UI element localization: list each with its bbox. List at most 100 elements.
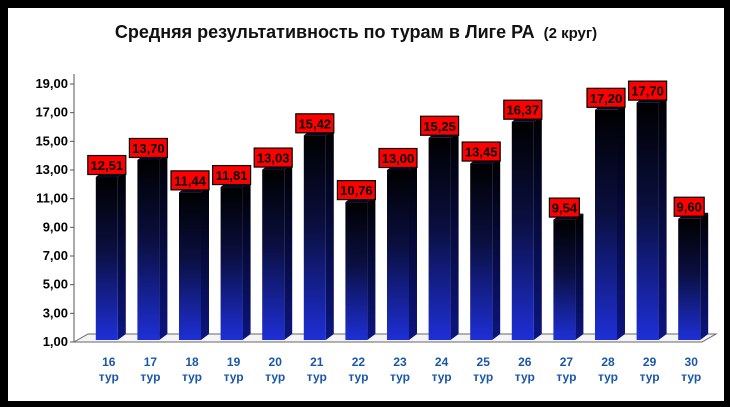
data-label-text: 13,45: [465, 145, 498, 160]
bar-front: [303, 135, 326, 340]
y-tick-label: 3,00: [43, 305, 68, 320]
data-label-box: [378, 147, 418, 169]
y-tick-label: 17,00: [35, 105, 68, 120]
bar-front: [179, 192, 201, 340]
x-tick-label: 16: [102, 355, 116, 369]
x-tick-label: 25: [477, 355, 491, 369]
chart-title: Средняя результативность по турам в Лиге…: [115, 22, 597, 42]
bar: [387, 164, 417, 340]
data-label-text: 13,00: [382, 151, 415, 166]
data-label-text: 13,70: [132, 141, 165, 156]
y-tick-label: 19,00: [35, 76, 68, 91]
bar: [636, 96, 667, 340]
data-label: 15,42: [295, 113, 335, 134]
x-tick-label: 17: [144, 355, 158, 369]
y-tick-label: 13,00: [35, 162, 68, 177]
bar-side: [367, 196, 376, 340]
bar: [595, 103, 625, 340]
bar-side: [575, 213, 584, 340]
y-tick-label: 7,00: [43, 248, 68, 263]
x-tick-suffix: тур: [681, 370, 701, 384]
chart-title-main: Средняя результативность по турам в Лиге…: [115, 22, 535, 42]
bar-front: [137, 159, 160, 340]
bar-chart: Средняя результативность по турам в Лиге…: [35, 22, 718, 384]
bar-side: [533, 115, 542, 340]
x-tick-label: 22: [352, 355, 366, 369]
data-label-box: [170, 170, 210, 191]
bar-side: [242, 181, 251, 340]
data-label: 11,81: [212, 164, 252, 186]
data-label: 13,03: [253, 147, 293, 168]
bar-side: [325, 129, 334, 340]
y-tick-label: 15,00: [35, 133, 68, 148]
bar: [511, 115, 542, 341]
bar-front: [470, 163, 493, 340]
data-label: 12,51: [87, 154, 127, 176]
chart-panel: Средняя результативность по турам в Лиге…: [8, 8, 724, 401]
data-label: 13,00: [378, 147, 418, 169]
bar: [553, 213, 584, 340]
bar-side: [201, 186, 209, 340]
data-label: 9,54: [548, 197, 581, 218]
x-tick-label: 28: [601, 355, 615, 369]
bar: [428, 131, 459, 340]
x-tick-label: 21: [310, 355, 324, 369]
x-tick-suffix: тур: [307, 370, 327, 384]
data-label: 16,37: [503, 99, 543, 120]
bar: [678, 212, 709, 340]
x-tick-label: 30: [685, 355, 699, 369]
data-label-text: 16,37: [507, 103, 540, 118]
data-label: 13,70: [128, 137, 169, 159]
x-tick-label: 20: [269, 355, 283, 369]
data-label-box: [212, 164, 252, 186]
x-tick-suffix: тур: [556, 370, 576, 384]
data-label-box: [548, 197, 581, 218]
y-tick-label: 9,00: [43, 219, 68, 234]
data-label-box: [336, 180, 376, 201]
data-label-text: 11,44: [174, 173, 207, 188]
data-label-box: [673, 196, 705, 217]
bar-side: [409, 164, 417, 340]
bar-front: [95, 177, 118, 340]
bar-side: [284, 163, 293, 340]
bar-side: [700, 212, 709, 340]
data-label-box: [87, 154, 127, 176]
bar-front: [345, 202, 368, 340]
data-label-text: 10,76: [340, 183, 373, 198]
x-tick-suffix: тур: [432, 370, 452, 384]
data-label-text: 17,70: [631, 84, 664, 99]
data-label: 17,20: [586, 87, 626, 108]
x-axis-labels: 16тур17тур18тур19тур20тур21тур22тур23тур…: [99, 355, 701, 384]
data-label-box: [128, 137, 169, 159]
bar-side: [617, 103, 625, 340]
data-label-text: 17,20: [590, 91, 623, 106]
data-label-box: [627, 80, 668, 101]
bar-front: [428, 137, 451, 340]
data-label-box: [253, 147, 293, 168]
data-label-text: 9,54: [552, 201, 578, 216]
data-label: 10,76: [336, 180, 376, 201]
x-tick-suffix: тур: [515, 370, 535, 384]
y-tick-label: 11,00: [36, 191, 68, 206]
data-label-box: [586, 87, 626, 108]
data-label-box: [461, 141, 501, 162]
bar: [95, 171, 126, 340]
bar-side: [159, 153, 168, 340]
chart-title-sub: (2 круг): [544, 25, 598, 42]
x-tick-label: 18: [185, 355, 199, 369]
bar-front: [636, 102, 659, 340]
x-tick-suffix: тур: [473, 370, 493, 384]
data-label-box: [503, 99, 543, 120]
x-tick-suffix: тур: [265, 370, 285, 384]
data-label: 11,44: [170, 170, 210, 191]
x-tick-suffix: тур: [390, 370, 410, 384]
bar: [220, 181, 251, 340]
data-label-text: 9,60: [677, 200, 702, 215]
x-tick-label: 29: [643, 355, 657, 369]
data-label-box: [420, 115, 460, 136]
data-label-text: 15,25: [423, 119, 456, 134]
bar-front: [220, 187, 243, 340]
data-label-text: 11,81: [216, 168, 248, 183]
x-tick-label: 24: [435, 355, 449, 369]
